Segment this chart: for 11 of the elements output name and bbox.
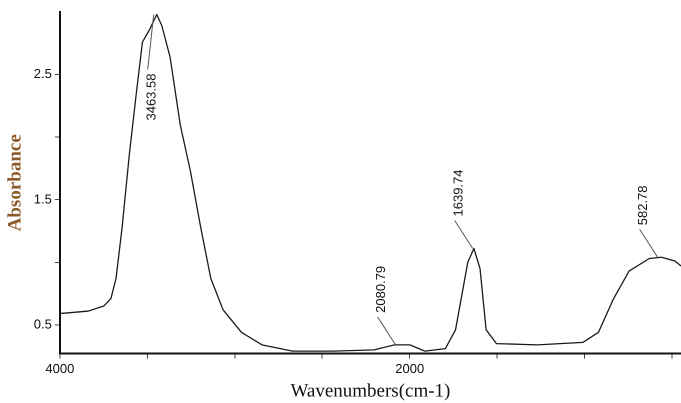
x-tick-label: 4000 — [45, 360, 74, 376]
annotation: 3463.58 — [143, 74, 158, 121]
annotation: 582.78 — [635, 185, 650, 226]
annotation: 2080.79 — [373, 266, 388, 313]
annotation: 1639.74 — [450, 169, 466, 216]
y-tick-label: 2.5 — [34, 66, 52, 82]
y-axis-title: Absorbance — [4, 134, 26, 232]
y-tick-label: 1.5 — [34, 191, 52, 206]
x-axis-title: Wavenumbers(cm-1) — [290, 380, 450, 402]
x-tick-label: 2000 — [395, 360, 424, 376]
y-tick-label: 0.5 — [34, 316, 52, 332]
